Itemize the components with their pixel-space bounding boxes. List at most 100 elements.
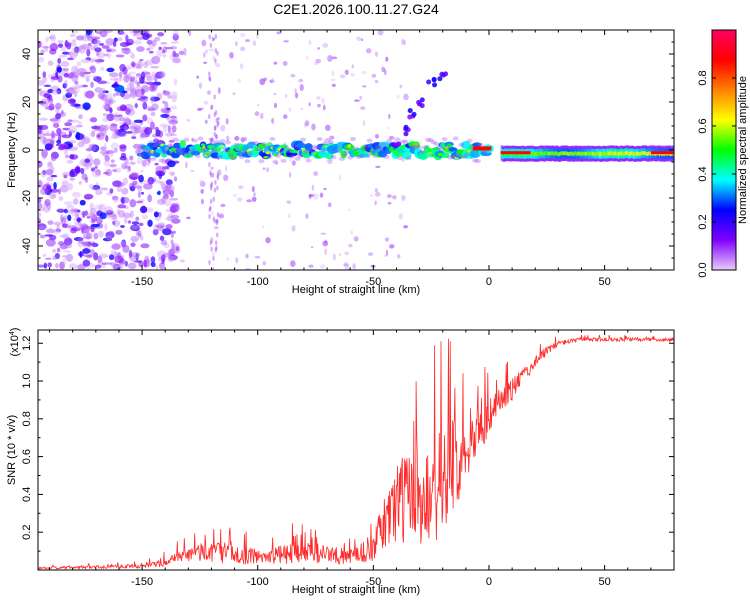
spectral-blob [103, 142, 107, 151]
spectral-blob [110, 250, 117, 255]
spectral-blob [105, 168, 113, 177]
spectral-blob [116, 208, 120, 215]
spectral-blob [78, 114, 83, 120]
spectral-blob [57, 188, 62, 195]
ridge-blob [304, 143, 313, 151]
snr-y-multiplier: (x104) [9, 328, 21, 357]
spectral-blob [155, 170, 164, 175]
ridge-halo [222, 148, 229, 153]
spectral-blob [283, 40, 290, 43]
spectral-blob [103, 53, 110, 57]
spectral-blob [124, 107, 131, 115]
spectral-blob [74, 84, 79, 89]
colorbar-frame [711, 29, 737, 271]
spectral-blob [94, 47, 102, 53]
ridge-halo [441, 137, 448, 142]
spectral-blob [190, 169, 195, 172]
spectral-blob [211, 210, 214, 216]
spectral-blob [208, 71, 211, 77]
spectral-blob [254, 256, 261, 259]
snr-x-label: Height of straight line (km) [292, 584, 420, 596]
ridge-halo [219, 139, 226, 144]
spectral-blob [102, 90, 109, 94]
spectral-blob [288, 107, 292, 113]
spectral-blob [150, 261, 156, 268]
spectral-blob [61, 233, 70, 240]
spectral-blob [322, 43, 329, 48]
spectral-blob [211, 172, 215, 178]
spectral-blob [45, 228, 55, 234]
spectral-blob [143, 30, 150, 35]
spectral-blob [98, 43, 105, 46]
spectral-blob [130, 224, 141, 232]
snr-series-line [38, 334, 674, 570]
spectral-blob [89, 157, 94, 166]
spectral-blob [132, 129, 136, 138]
spectral-blob [216, 50, 219, 56]
ridge-halo [349, 137, 356, 142]
spectral-blob [177, 138, 181, 143]
spectral-blob [48, 226, 53, 234]
spectral-blob [50, 153, 57, 162]
spectral-blob [186, 216, 191, 220]
spectral-blob [131, 221, 140, 225]
snr-y-multiplier-close: ) [9, 328, 21, 332]
spectral-blob [63, 208, 68, 214]
spectral-blob [129, 85, 136, 92]
ridge-halo [449, 154, 456, 159]
spectral-blob [96, 216, 103, 225]
spectral-blob [160, 223, 165, 227]
ridge-halo [424, 137, 431, 142]
spectral-blob [75, 35, 85, 41]
spectral-blob [56, 208, 64, 212]
spectral-blob [90, 225, 95, 233]
spectral-blob [208, 207, 211, 213]
spectral-blob [62, 67, 70, 72]
spectral-blob [72, 39, 76, 43]
spectral-blob [75, 264, 80, 270]
spectral-blob [338, 252, 341, 257]
spectral-blob [170, 172, 175, 177]
spectral-blob [114, 148, 118, 153]
spectral-blob [75, 132, 85, 141]
ridge-halo [263, 145, 270, 150]
spectral-blob [127, 161, 136, 166]
spectral-blob [85, 57, 91, 61]
spectral-blob [56, 247, 61, 253]
ridge-core [180, 141, 185, 146]
ridge-halo [322, 141, 329, 146]
ridge-halo [452, 136, 459, 141]
ridge-halo [252, 140, 259, 145]
spectral-blob [169, 53, 180, 61]
spectral-blob [315, 58, 322, 64]
spectral-blob [154, 126, 159, 131]
branch-blob [393, 142, 399, 148]
spectral-blob [85, 148, 93, 152]
spectral-blob [111, 214, 118, 220]
spectral-blob [385, 249, 389, 257]
spectral-blob [211, 267, 215, 270]
spectral-blob [170, 239, 174, 245]
spectral-blob [57, 241, 65, 246]
spectral-blob [42, 76, 48, 83]
spectral-blob [136, 81, 141, 87]
ridge-halo [377, 146, 384, 151]
spectral-blob [73, 46, 80, 53]
spectral-blob [294, 92, 299, 99]
branch-blob [437, 76, 443, 82]
spectral-blob [98, 253, 109, 259]
spectral-blob [96, 51, 105, 59]
spectral-blob [89, 211, 96, 219]
spectral-blob [90, 81, 94, 88]
spectral-blob [141, 214, 149, 220]
spectral-blob [143, 183, 153, 190]
spectral-blob [138, 95, 149, 103]
spectral-blob [152, 223, 161, 231]
ridge-halo [311, 144, 318, 149]
spectrogram-ticks: -150 -100 -50 0 50 -40 -20 0 20 40 [21, 29, 675, 288]
spectral-blob [144, 71, 151, 75]
spectral-blob [142, 32, 150, 41]
ridge-halo [297, 153, 304, 158]
spectral-blob [285, 93, 288, 98]
